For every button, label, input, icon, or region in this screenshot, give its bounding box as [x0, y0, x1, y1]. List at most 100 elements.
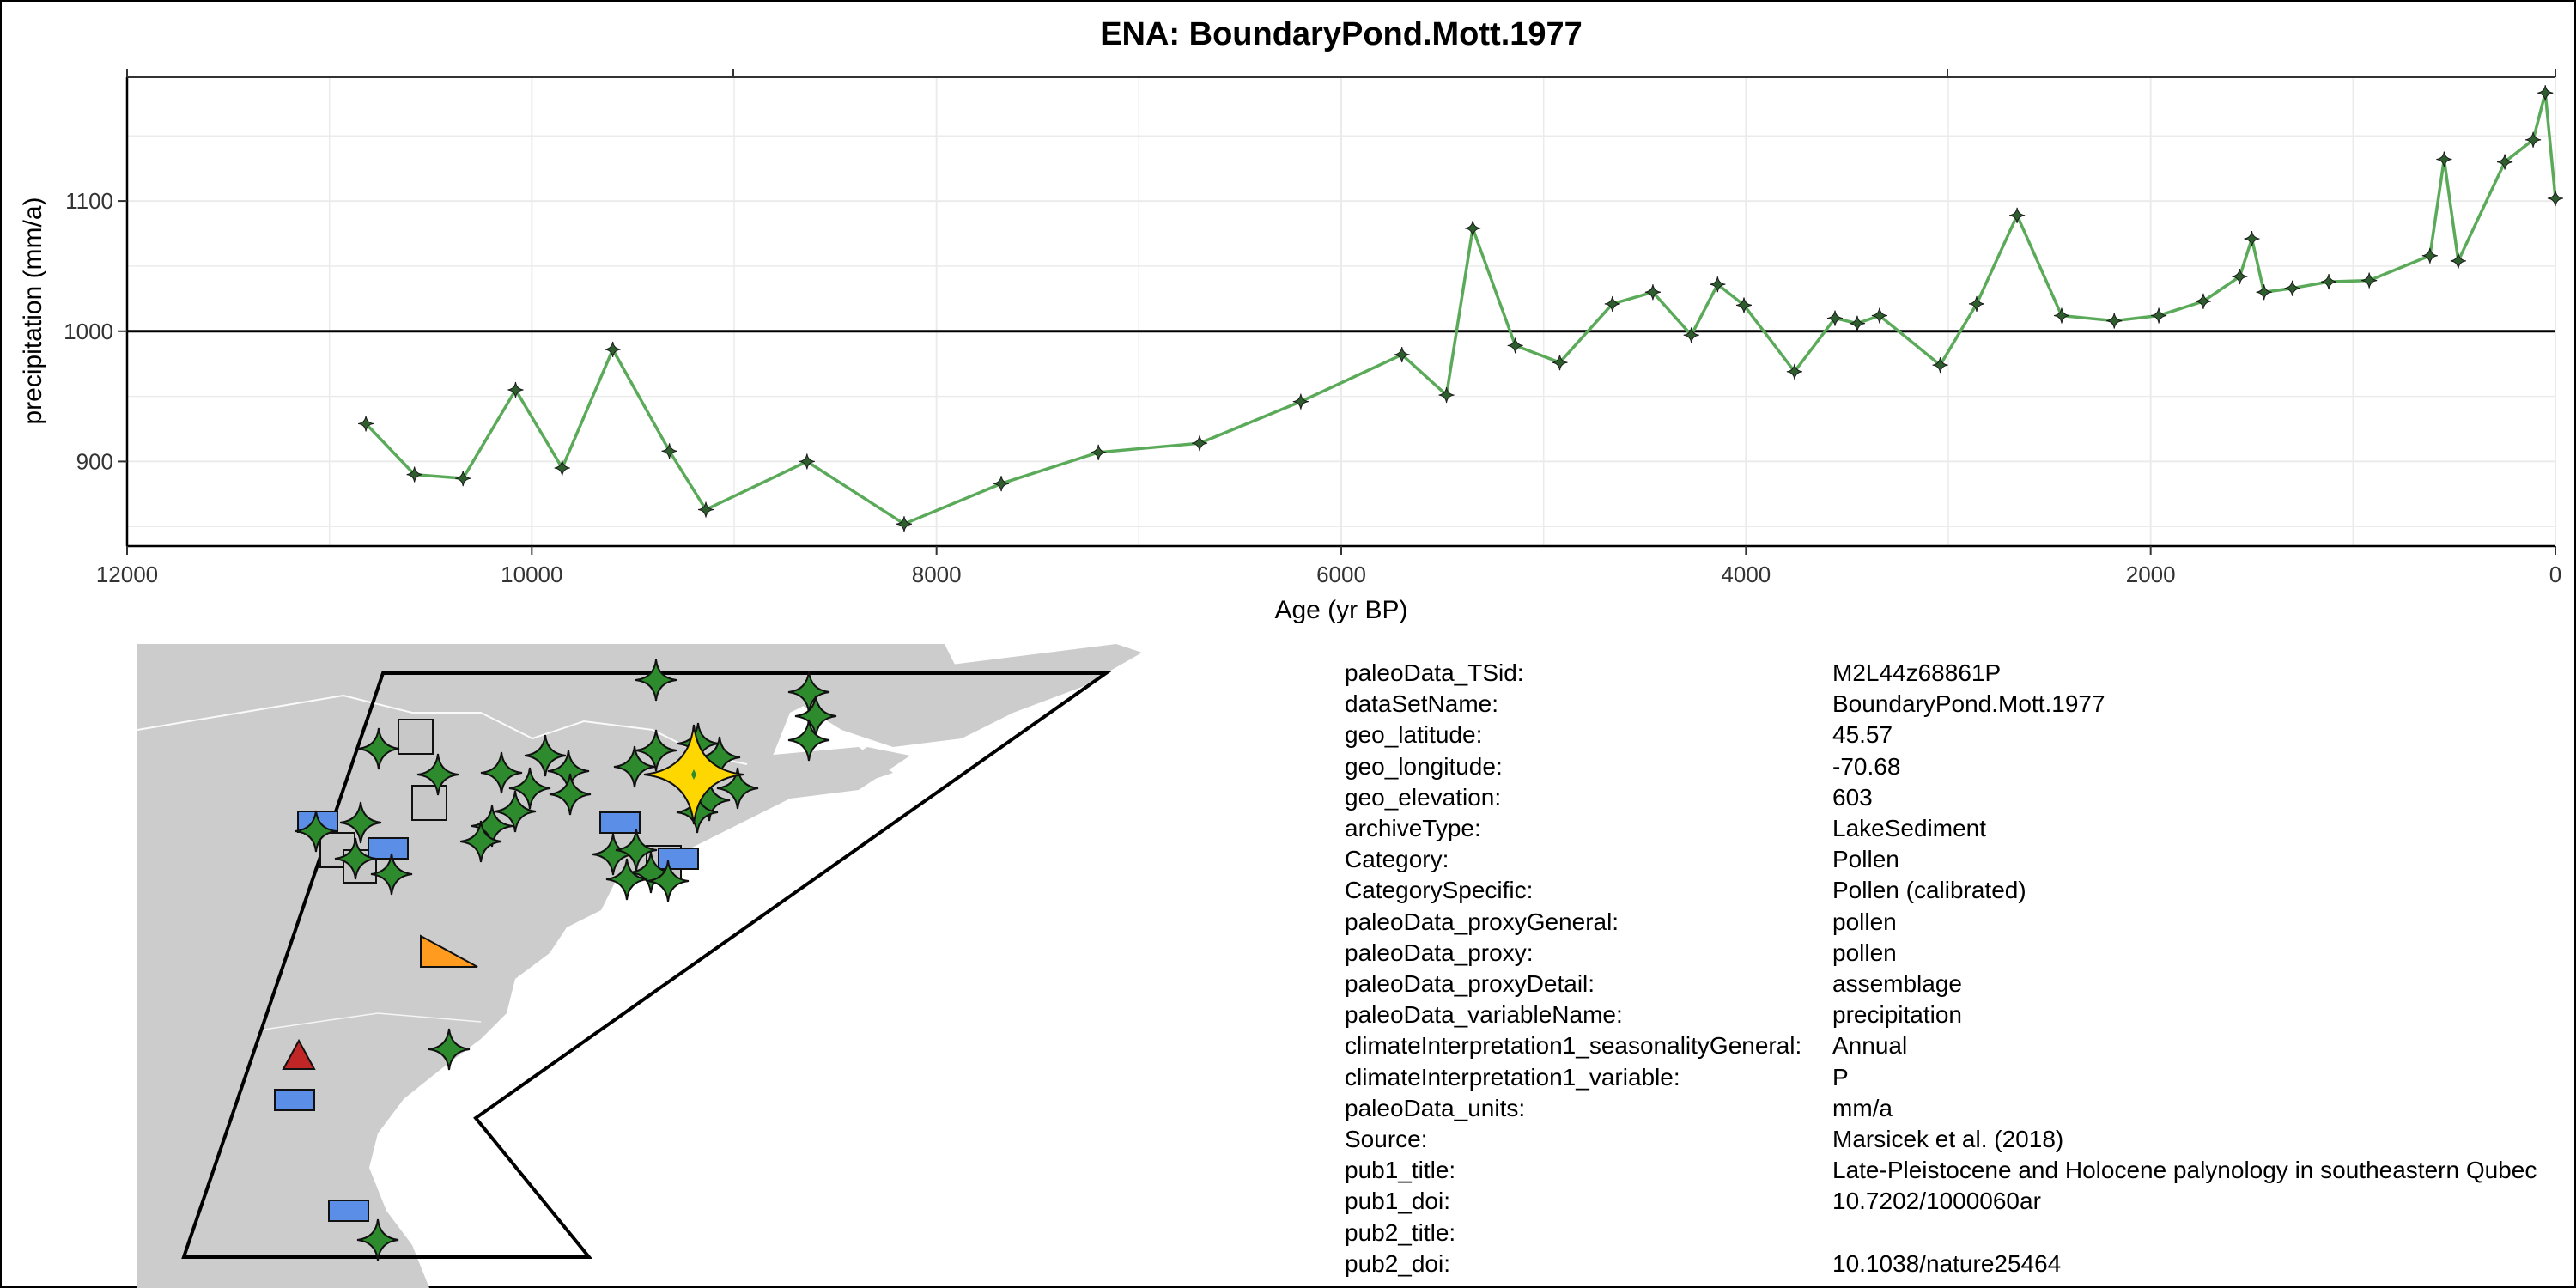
data-point: [2436, 151, 2452, 167]
region-boundary: [181, 671, 1112, 1259]
peninsula-land: [764, 747, 893, 790]
metadata-value: Marsicek et al. (2018): [1832, 1126, 2064, 1152]
site-star-marker: [494, 790, 537, 833]
x-tick-label: 4000: [1721, 562, 1771, 587]
data-point: [2421, 247, 2438, 264]
y-tick-label: 900: [76, 448, 113, 474]
data-point: [2537, 85, 2554, 101]
data-point: [2524, 131, 2542, 148]
land-mass: [137, 644, 1142, 1288]
metadata-value: M2L44z68861P: [1832, 659, 2002, 686]
data-point: [2151, 307, 2167, 324]
data-point: [1786, 363, 1802, 380]
metadata-key: pub2_title:: [1345, 1218, 1456, 1246]
x-axis-label: Age (yr BP): [1274, 596, 1407, 624]
site-star-marker: [549, 773, 592, 816]
metadata-key: climateInterpretation1_variable:: [1345, 1063, 1680, 1091]
x-tick-label: 10000: [501, 562, 562, 587]
site-triangle-marker: [282, 1038, 316, 1070]
time-series-chart: ENA: BoundaryPond.Mott.1977 12000 10000 80…: [19, 16, 2564, 624]
data-point: [1191, 435, 1208, 452]
data-point: [1465, 220, 1481, 237]
site-rectangle-marker: [328, 1200, 369, 1222]
metadata-key: archiveType:: [1345, 815, 1481, 841]
data-point: [661, 443, 677, 459]
site-star-marker: [459, 820, 502, 863]
metadata-value: Pollen: [1832, 846, 1899, 873]
metadata-key: pub1_title:: [1345, 1157, 1456, 1184]
data-point: [2106, 313, 2123, 329]
data-point: [2244, 230, 2260, 247]
site-rectangle-marker: [599, 811, 641, 834]
metadata-key: geo_elevation:: [1345, 783, 1502, 811]
site-square-marker: [411, 785, 447, 821]
data-point: [507, 381, 524, 398]
data-point: [1735, 297, 1753, 313]
metadata-value: 45.57: [1832, 721, 1893, 749]
data-point: [2450, 252, 2466, 269]
data-point: [1968, 295, 1985, 312]
site-star-marker: [357, 727, 400, 770]
data-point: [1710, 276, 1726, 293]
metadata-key: pub2_doi:: [1345, 1249, 1451, 1277]
metadata-value: BoundaryPond.Mott.1977: [1832, 690, 2105, 718]
x-tick-label: 12000: [96, 562, 158, 587]
metadata-value: Late-Pleistocene and Holocene palynology…: [1832, 1157, 2537, 1184]
data-point: [358, 416, 374, 432]
data-point: [1932, 357, 1948, 374]
data-point: [2195, 293, 2212, 309]
metadata-key: Category:: [1345, 846, 1449, 873]
metadata-value: 10.7202/1000060ar: [1832, 1188, 2041, 1215]
data-point: [799, 453, 815, 470]
x-tick-label: 2000: [2126, 562, 2176, 587]
metadata-key: paleoData_proxyGeneral:: [1345, 908, 1619, 935]
site-triangle-marker: [420, 934, 478, 968]
border-line: [257, 1012, 482, 1031]
y-tick-label: 1100: [65, 188, 113, 214]
site-star-marker: [716, 767, 759, 810]
metadata-key: Source:: [1345, 1126, 1428, 1152]
x-tick-label: 8000: [912, 562, 962, 587]
metadata-key: climateInterpretation1_seasonalityGenera…: [1345, 1032, 1802, 1060]
chart-title: ENA: BoundaryPond.Mott.1977: [1100, 16, 1583, 52]
metadata-value: assemblage: [1832, 970, 1962, 997]
site-star-marker: [334, 837, 377, 880]
site-star-marker: [613, 745, 656, 788]
maritime-land: [773, 644, 1142, 747]
site-star-marker: [647, 860, 690, 902]
site-star-marker: [524, 734, 567, 777]
data-point: [2496, 154, 2513, 170]
metadata-value: LakeSediment: [1832, 815, 1987, 841]
site-star-marker: [416, 753, 459, 796]
y-tick-label: 1000: [64, 319, 113, 344]
site-star-marker: [295, 810, 337, 853]
data-point: [455, 471, 471, 487]
data-point: [1683, 327, 1699, 343]
data-point: [554, 459, 570, 477]
site-star-marker: [629, 851, 672, 894]
site-star-marker: [370, 853, 413, 896]
data-point: [2009, 207, 2026, 223]
metadata-key: geo_longitude:: [1345, 752, 1503, 780]
site-star-marker: [635, 729, 677, 772]
metadata-key: geo_latitude:: [1345, 721, 1483, 749]
data-point: [406, 466, 422, 483]
site-star-marker: [508, 767, 551, 810]
site-star-marker: [356, 1218, 399, 1261]
metadata-table: paleoData_TSid: M2L44z68861P dataSetName: B…: [1345, 658, 2574, 1285]
data-point: [1826, 310, 1844, 326]
highlighted-site-center: [691, 769, 696, 780]
metadata-key: paleoData_units:: [1345, 1094, 1526, 1121]
axes: 12000 10000 8000 6000 4000 2000 0 900 1000 1100: [64, 69, 2561, 587]
data-point: [2320, 274, 2337, 290]
metadata-key: paleoData_proxy:: [1345, 939, 1534, 966]
metadata-key: pub1_doi:: [1345, 1188, 1451, 1215]
metadata-key: paleoData_variableName:: [1345, 1001, 1623, 1029]
metadata-key: paleoData_proxyDetail:: [1345, 970, 1595, 997]
metadata-value: pollen: [1832, 939, 1897, 966]
florida-land: [240, 1116, 404, 1288]
metadata-key: CategorySpecific:: [1345, 877, 1534, 904]
metadata-value: Annual: [1832, 1032, 1908, 1060]
data-point: [1091, 444, 1107, 460]
